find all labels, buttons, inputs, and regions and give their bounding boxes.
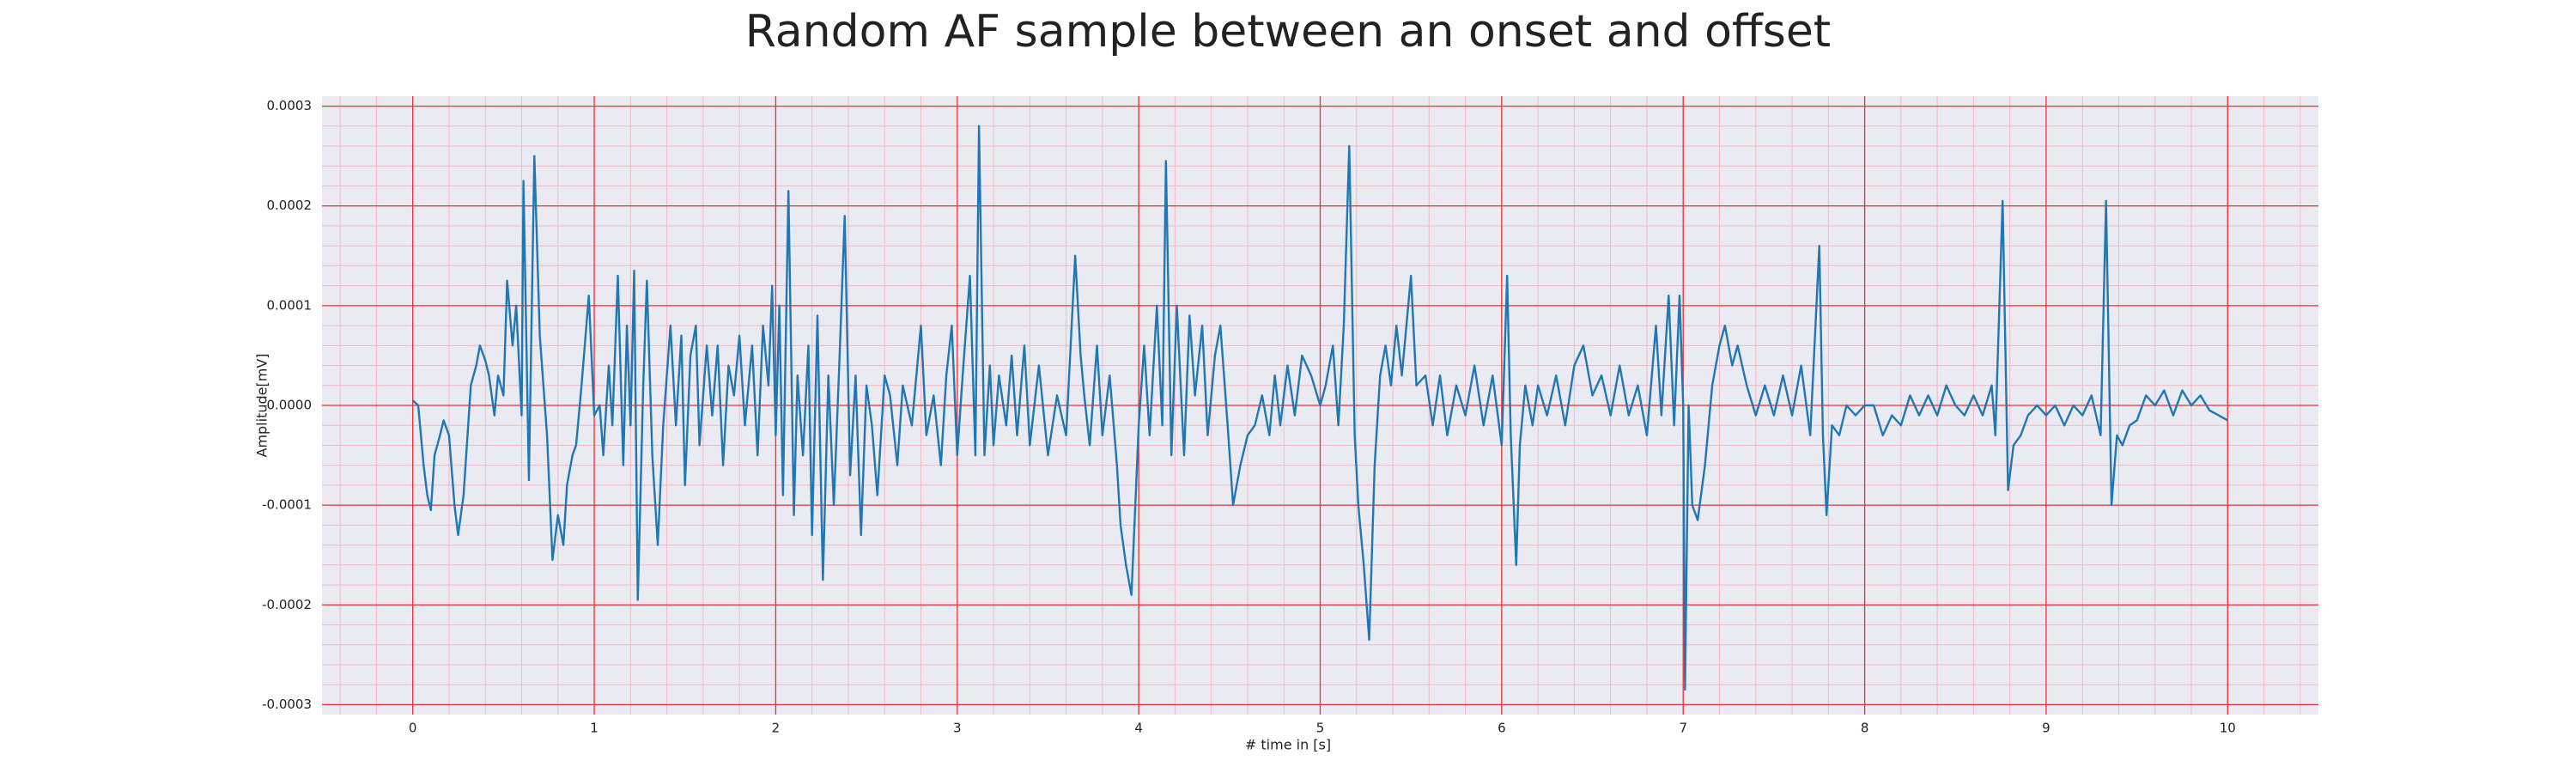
x-tick-label: 5 [1316, 721, 1325, 736]
ticks: 0 1 2 3 4 5 6 7 8 9 10 0.0003 0.0002 0.0001 0.0000 -0.0… [262, 98, 2236, 735]
signal-line [411, 125, 2228, 691]
x-tick-label: 9 [2042, 721, 2050, 736]
y-tick-label: -0.0003 [262, 697, 312, 712]
x-tick-label: 10 [2220, 721, 2236, 736]
y-tick-label: 0.0001 [267, 297, 313, 313]
x-tick-label: 1 [590, 721, 598, 736]
y-tick-label: -0.0001 [262, 497, 312, 513]
y-tick-label: -0.0002 [262, 597, 312, 612]
x-axis-label: # time in [s] [1245, 737, 1331, 753]
y-tick-label: 0.0000 [267, 398, 313, 413]
x-tick-label: 7 [1679, 721, 1687, 736]
x-tick-label: 2 [772, 721, 781, 736]
x-tick-label: 8 [1861, 721, 1869, 736]
chart-title: Random AF sample between an onset and of… [745, 6, 1831, 58]
y-axis-label: Amplitude[mV] [254, 353, 270, 457]
plot [411, 125, 2228, 691]
x-tick-label: 0 [409, 721, 417, 736]
y-tick-label: 0.0002 [267, 198, 313, 213]
x-tick-label: 4 [1134, 721, 1143, 736]
y-tick-label: 0.0003 [267, 98, 313, 113]
x-tick-label: 3 [953, 721, 962, 736]
x-tick-label: 6 [1498, 721, 1506, 736]
